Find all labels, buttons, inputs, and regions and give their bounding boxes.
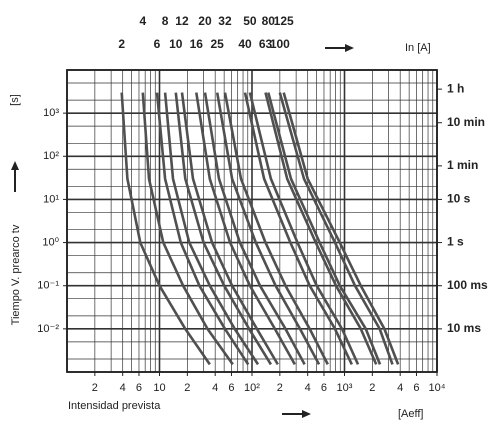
y-tick-label: 10³ xyxy=(43,107,59,119)
fuse-curve xyxy=(195,92,296,366)
rating-label: 8 xyxy=(162,14,169,28)
x-tick-label: 4 xyxy=(212,382,218,394)
y2-tick-label: 1 min xyxy=(447,158,478,172)
fuse-curve xyxy=(155,92,250,366)
y2-tick-label: 10 ms xyxy=(447,321,481,335)
fuse-curve xyxy=(174,92,273,366)
x-tick-label: 10 xyxy=(153,382,165,394)
y-tick-label: 10⁻¹ xyxy=(37,280,59,292)
fuse-curve xyxy=(180,92,279,366)
rating-label: 25 xyxy=(210,37,224,51)
x-axis-label: Intensidad prevista xyxy=(68,400,161,412)
x-tick-label: 10³ xyxy=(337,382,353,394)
fuse-curve xyxy=(215,92,321,366)
y-tick-label: 10¹ xyxy=(43,193,59,205)
arrows xyxy=(11,44,354,418)
fuse-curve xyxy=(267,92,382,365)
rating-label: 10 xyxy=(169,37,183,51)
rating-label: 63 xyxy=(259,37,273,51)
fuse-curve xyxy=(278,92,394,365)
x-tick-label: 4 xyxy=(305,382,311,394)
x-tick-label: 2 xyxy=(277,382,283,394)
x-tick-label: 4 xyxy=(397,382,403,394)
y2-tick-label: 10 min xyxy=(447,115,485,129)
rating-label: 16 xyxy=(190,37,204,51)
rating-label: 50 xyxy=(243,14,257,28)
fuse-curve xyxy=(264,92,378,365)
rating-label: 6 xyxy=(154,37,161,51)
y-tick-label: 10⁻² xyxy=(37,323,59,335)
rating-label: 125 xyxy=(274,14,294,28)
x-tick-label: 2 xyxy=(369,382,375,394)
x-tick-label: 4 xyxy=(120,382,126,394)
fuse-curve xyxy=(282,92,400,365)
fuse-curve xyxy=(141,92,234,366)
y2-tick-label: 10 s xyxy=(447,192,471,206)
fuse-curve xyxy=(243,92,353,365)
x-tick-label: 6 xyxy=(321,382,327,394)
x-tick-label: 6 xyxy=(228,382,234,394)
rating-label: 32 xyxy=(218,14,232,28)
x-tick-label: 10⁴ xyxy=(429,382,446,394)
x-tick-label: 2 xyxy=(92,382,98,394)
y-axis-label: Tiempo V. prearco tv xyxy=(10,224,22,325)
fuse-curve xyxy=(163,92,260,366)
fuse-curve xyxy=(120,92,211,366)
y2-tick-label: 1 s xyxy=(447,235,464,249)
x-tick-label: 2 xyxy=(184,382,190,394)
fuse-curve xyxy=(248,92,360,365)
fuse-curve xyxy=(203,92,306,366)
rating-label: 2 xyxy=(118,37,125,51)
rating-label: 4 xyxy=(139,14,146,28)
y2-tick-label: 100 ms xyxy=(447,278,488,292)
rating-label: 80 xyxy=(262,14,276,28)
x-tick-label: 10² xyxy=(244,382,260,394)
y-tick-label: 10² xyxy=(43,150,59,162)
y-tick-label: 10⁰ xyxy=(42,236,59,248)
rating-label: 12 xyxy=(175,14,189,28)
y2-tick-label: 1 h xyxy=(447,81,464,95)
top-axis-label: In [A] xyxy=(405,42,431,54)
x-tick-label: 6 xyxy=(136,382,142,394)
rating-label: 20 xyxy=(198,14,212,28)
x-unit: [Aeff] xyxy=(398,408,423,420)
x-tick-label: 6 xyxy=(413,382,419,394)
rating-label: 100 xyxy=(270,37,290,51)
rating-label: 40 xyxy=(238,37,252,51)
fuse-curve xyxy=(223,92,329,365)
y-unit: [s] xyxy=(9,94,21,106)
